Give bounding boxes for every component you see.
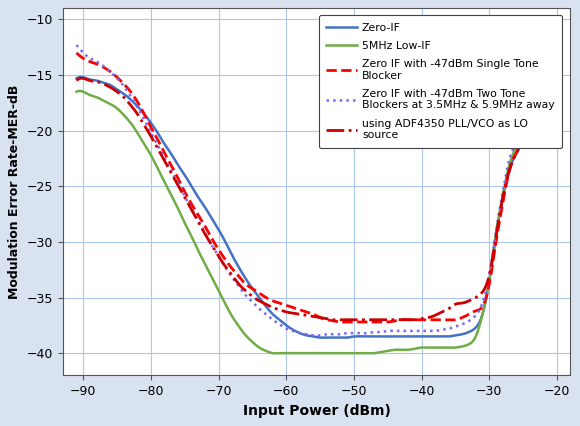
- using ADF4350 PLL/VCO as LO
source: [73, 78, 80, 83]
- Zero-IF: [291, 328, 298, 333]
- using ADF4350 PLL/VCO as LO
source: [357, 317, 364, 322]
- Zero-IF: [358, 334, 365, 339]
- Zero IF with -47dBm Single Tone
Blocker: [553, 87, 560, 92]
- 5MHz Low-IF: [73, 89, 80, 94]
- Line: 5MHz Low-IF: 5MHz Low-IF: [77, 91, 557, 353]
- Zero IF with -47dBm Two Tone
Blockers at 3.5MHz & 5.9MHz away: [553, 125, 560, 130]
- Zero IF with -47dBm Two Tone
Blockers at 3.5MHz & 5.9MHz away: [357, 331, 364, 336]
- Zero IF with -47dBm Two Tone
Blockers at 3.5MHz & 5.9MHz away: [394, 328, 401, 334]
- 5MHz Low-IF: [272, 351, 279, 356]
- 5MHz Low-IF: [76, 88, 83, 93]
- Legend: Zero-IF, 5MHz Low-IF, Zero IF with -47dBm Single Tone
Blocker, Zero IF with -47d: Zero-IF, 5MHz Low-IF, Zero IF with -47dB…: [318, 15, 562, 148]
- 5MHz Low-IF: [292, 351, 299, 356]
- 5MHz Low-IF: [436, 345, 443, 350]
- 5MHz Low-IF: [197, 253, 204, 259]
- Zero IF with -47dBm Single Tone
Blocker: [197, 216, 204, 221]
- Zero IF with -47dBm Single Tone
Blocker: [357, 320, 364, 325]
- Zero IF with -47dBm Two Tone
Blockers at 3.5MHz & 5.9MHz away: [291, 328, 298, 334]
- Zero IF with -47dBm Two Tone
Blockers at 3.5MHz & 5.9MHz away: [314, 333, 321, 338]
- 5MHz Low-IF: [159, 175, 166, 180]
- using ADF4350 PLL/VCO as LO
source: [197, 224, 204, 229]
- Zero IF with -47dBm Two Tone
Blockers at 3.5MHz & 5.9MHz away: [73, 43, 80, 48]
- using ADF4350 PLL/VCO as LO
source: [159, 154, 166, 159]
- Zero IF with -47dBm Single Tone
Blocker: [158, 144, 165, 150]
- Zero-IF: [73, 76, 80, 81]
- Zero-IF: [77, 75, 84, 80]
- using ADF4350 PLL/VCO as LO
source: [394, 317, 401, 322]
- using ADF4350 PLL/VCO as LO
source: [436, 311, 443, 316]
- using ADF4350 PLL/VCO as LO
source: [409, 317, 416, 322]
- Zero-IF: [436, 334, 443, 339]
- Zero-IF: [197, 199, 204, 204]
- Zero IF with -47dBm Single Tone
Blocker: [73, 50, 80, 55]
- using ADF4350 PLL/VCO as LO
source: [291, 311, 298, 316]
- Zero IF with -47dBm Single Tone
Blocker: [394, 318, 401, 323]
- Line: Zero IF with -47dBm Single Tone
Blocker: Zero IF with -47dBm Single Tone Blocker: [77, 53, 557, 322]
- 5MHz Low-IF: [358, 351, 365, 356]
- Zero-IF: [159, 138, 166, 143]
- 5MHz Low-IF: [553, 126, 560, 131]
- Line: Zero-IF: Zero-IF: [77, 77, 557, 338]
- Zero IF with -47dBm Single Tone
Blocker: [291, 305, 298, 311]
- Zero-IF: [341, 335, 348, 340]
- Zero IF with -47dBm Two Tone
Blockers at 3.5MHz & 5.9MHz away: [436, 328, 443, 333]
- Line: using ADF4350 PLL/VCO as LO
source: using ADF4350 PLL/VCO as LO source: [77, 78, 557, 320]
- Zero IF with -47dBm Single Tone
Blocker: [339, 320, 346, 325]
- using ADF4350 PLL/VCO as LO
source: [553, 83, 560, 89]
- Zero-IF: [396, 334, 403, 339]
- using ADF4350 PLL/VCO as LO
source: [78, 76, 85, 81]
- X-axis label: Input Power (dBm): Input Power (dBm): [243, 404, 391, 417]
- Line: Zero IF with -47dBm Two Tone
Blockers at 3.5MHz & 5.9MHz away: Zero IF with -47dBm Two Tone Blockers at…: [77, 45, 557, 336]
- Zero IF with -47dBm Single Tone
Blocker: [436, 317, 443, 322]
- Zero-IF: [553, 126, 560, 131]
- Zero IF with -47dBm Two Tone
Blockers at 3.5MHz & 5.9MHz away: [158, 150, 165, 155]
- 5MHz Low-IF: [396, 347, 403, 352]
- Zero IF with -47dBm Two Tone
Blockers at 3.5MHz & 5.9MHz away: [197, 222, 204, 227]
- Y-axis label: Modulation Error Rate-MER-dB: Modulation Error Rate-MER-dB: [8, 85, 21, 299]
